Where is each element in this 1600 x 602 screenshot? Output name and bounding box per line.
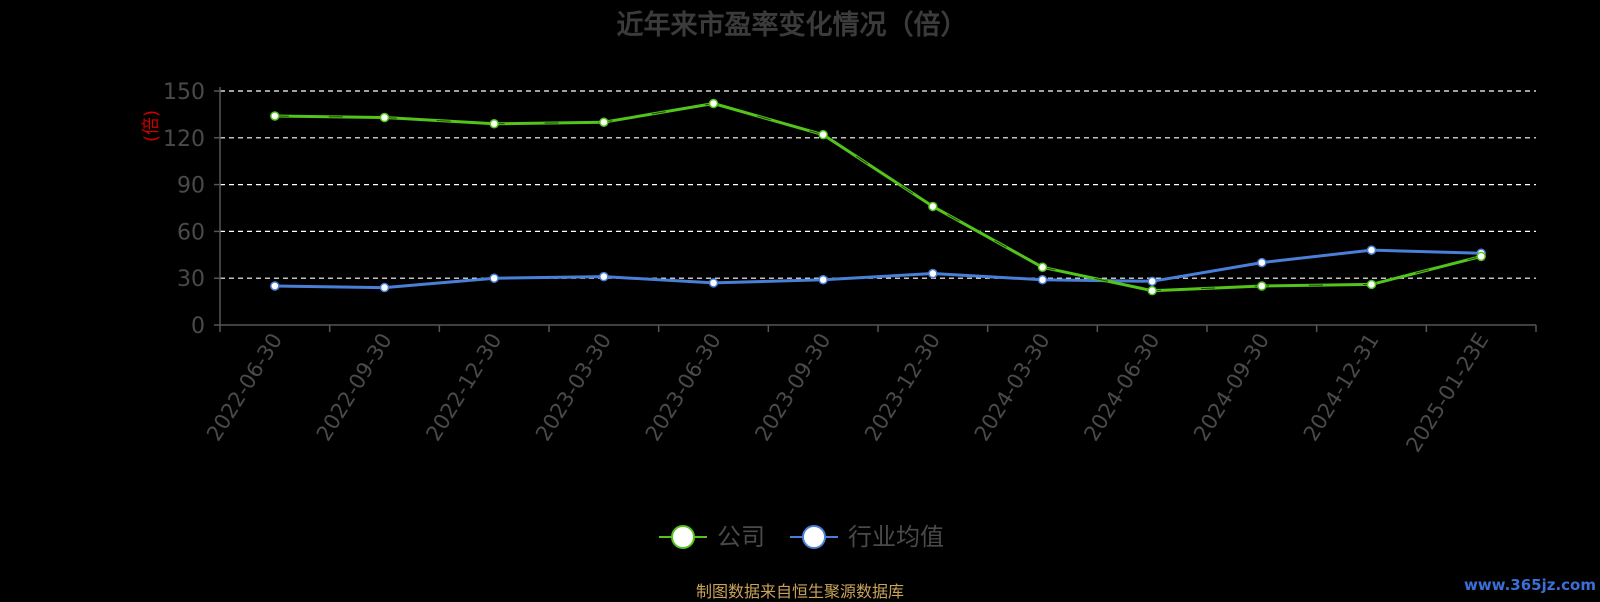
y-tick-label-120: 120 (163, 127, 205, 152)
series-line-dash-0 (274, 102, 1482, 292)
data-point-1-0[interactable] (270, 281, 280, 291)
x-tick-labels: 2022-06-30 2022-09-30 2022-12-30 2023-03-30… (202, 329, 1493, 456)
legend-marker-0 (671, 525, 695, 549)
data-point-0-9[interactable] (1257, 281, 1267, 291)
y-tick-label-150: 150 (163, 80, 205, 105)
x-tick-label-2022-06-30: 2022-06-30 (202, 329, 287, 445)
watermark[interactable]: www.365jz.com (1463, 576, 1596, 594)
x-tick-label-2024-09-30: 2024-09-30 (1189, 329, 1274, 445)
y-tick-label-0: 0 (191, 314, 205, 339)
data-point-0-7[interactable] (1037, 262, 1048, 273)
x-tick-label-2024-03-30: 2024-03-30 (970, 329, 1055, 445)
data-point-0-0[interactable] (270, 111, 280, 121)
data-point-0-1[interactable] (379, 112, 390, 123)
data-point-1-5[interactable] (818, 275, 828, 285)
chart-title: 近年来市盈率变化情况（倍） (617, 9, 968, 41)
data-point-1-10[interactable] (1366, 245, 1377, 255)
legend[interactable]: 公司 行业均值 (659, 523, 944, 551)
data-point-0-5[interactable] (818, 129, 828, 140)
x-tick-label-2023-12-30: 2023-12-30 (860, 329, 945, 445)
data-point-1-4[interactable] (708, 278, 719, 288)
x-tick-label-2023-03-30: 2023-03-30 (531, 329, 616, 445)
x-tick-label-2023-09-30: 2023-09-30 (750, 329, 835, 445)
x-tick-label-2022-12-30: 2022-12-30 (421, 329, 506, 445)
axes (214, 87, 1537, 332)
series-line-1 (274, 248, 1482, 290)
data-point-1-8[interactable] (1147, 276, 1157, 287)
data-point-1-7[interactable] (1037, 275, 1048, 285)
data-point-0-3[interactable] (599, 117, 609, 127)
legend-label-1: 行业均值 (848, 523, 944, 551)
data-point-1-6[interactable] (928, 268, 938, 279)
grid-lines (220, 90, 1536, 279)
data-point-1-1[interactable] (379, 282, 390, 293)
x-tick-label-2023-06-30: 2023-06-30 (641, 329, 726, 445)
legend-item-1[interactable]: 行业均值 (790, 523, 944, 551)
data-point-0-10[interactable] (1366, 279, 1377, 290)
data-point-1-2[interactable] (489, 273, 499, 283)
data-point-1-9[interactable] (1257, 257, 1267, 268)
legend-item-0[interactable]: 公司 (659, 523, 765, 551)
legend-marker-1 (802, 525, 826, 549)
data-point-1-3[interactable] (599, 271, 609, 282)
x-tick-label-2022-09-30: 2022-09-30 (312, 329, 397, 445)
y-tick-label-90: 90 (177, 174, 205, 199)
data-point-0-2[interactable] (489, 119, 499, 129)
x-tick-label-2025-01-23E: 2025-01-23E (1401, 329, 1493, 456)
x-tick-label-2024-12-31: 2024-12-31 (1299, 329, 1384, 445)
y-tick-label-60: 60 (177, 220, 205, 245)
data-source-note: 制图数据来自恒生聚源数据库 (695, 582, 904, 601)
series-lines (270, 98, 1486, 296)
y-axis-label: (倍) (141, 110, 162, 142)
y-tick-labels: 0 30 60 90 120 150 (163, 80, 205, 339)
data-point-0-6[interactable] (928, 201, 938, 212)
series-line-0 (274, 102, 1482, 293)
data-point-0-11[interactable] (1476, 251, 1486, 262)
data-point-0-4[interactable] (708, 98, 719, 109)
x-tick-label-2024-06-30: 2024-06-30 (1079, 329, 1164, 445)
legend-label-0: 公司 (717, 523, 765, 551)
data-point-0-8[interactable] (1147, 285, 1157, 296)
y-tick-label-30: 30 (177, 267, 205, 292)
